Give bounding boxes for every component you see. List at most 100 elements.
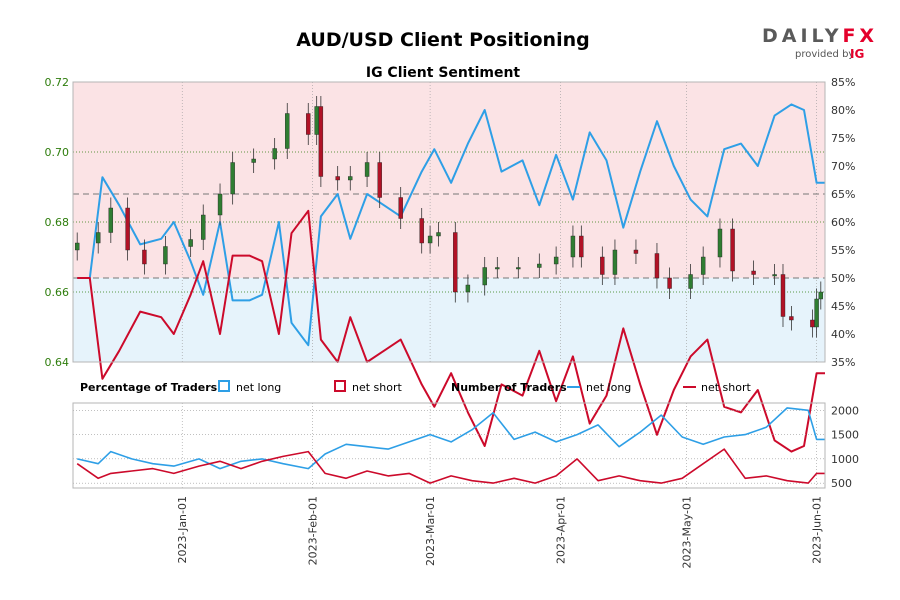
pct-line-net-short — [77, 209, 825, 453]
candle-body — [667, 277, 672, 289]
candle-body — [142, 249, 147, 265]
percentage-tick-label: 60% — [831, 216, 855, 229]
percentage-tick-label: 45% — [831, 300, 855, 313]
percentage-tick-label: 35% — [831, 356, 855, 369]
candle-body — [306, 113, 311, 135]
candle-body — [364, 162, 370, 177]
chart-title: AUD/USD Client Positioning — [296, 29, 589, 51]
candle-body — [453, 232, 458, 293]
candle-body — [188, 239, 193, 247]
count-tick-label: 1000 — [831, 453, 859, 466]
candle-body — [818, 291, 823, 300]
legend: Percentage of Traders net long net short… — [80, 380, 752, 394]
price-tick-label: 0.64 — [45, 356, 70, 369]
candle-body — [654, 253, 660, 279]
count-lines — [76, 407, 825, 484]
count-tick-label: 1500 — [831, 429, 859, 442]
candle-body — [700, 256, 706, 275]
count-line-net-long — [77, 407, 825, 470]
date-tick-label: 2023-Mar-01 — [424, 496, 437, 566]
count-axis-labels: 500 1000 1500 2000 — [831, 404, 859, 490]
candle-body — [230, 162, 235, 195]
candle-body — [318, 106, 324, 177]
candle-body — [751, 270, 756, 275]
candle-body — [465, 284, 471, 293]
candle-body — [335, 176, 340, 181]
percentage-tick-label: 40% — [831, 328, 855, 341]
candle-body — [272, 148, 277, 160]
percentage-tick-label: 55% — [831, 244, 855, 257]
candle-body — [75, 242, 80, 251]
candle-body — [537, 263, 542, 268]
candle-body — [789, 316, 794, 321]
legend-num-heading: Number of Traders — [451, 381, 567, 394]
legend-pct-short-swatch — [334, 380, 346, 392]
bottom-panel-border — [72, 402, 826, 489]
candle-body — [780, 274, 786, 317]
legend-pct-short-label: net short — [352, 381, 403, 394]
candle-body — [436, 232, 441, 237]
candle-body — [398, 197, 403, 219]
candle-body — [570, 235, 576, 258]
date-axis-labels: 2023-Jan-01 2023-Feb-01 2023-Mar-01 2023-Ap… — [176, 496, 823, 568]
candle-body — [427, 235, 433, 244]
price-tick-label: 0.66 — [45, 286, 70, 299]
legend-pct-heading: Percentage of Traders — [80, 381, 218, 394]
candle-body — [314, 106, 319, 135]
logo-provided-by: provided by — [795, 49, 854, 60]
candle-body — [96, 232, 101, 244]
date-tick-label: 2023-Jun-01 — [811, 496, 824, 564]
price-tick-label: 0.72 — [45, 76, 70, 89]
pct-line-net-long — [77, 103, 825, 347]
candle-body — [163, 246, 168, 265]
long-bias-background — [73, 278, 825, 362]
candle-body — [814, 298, 819, 328]
price-tick-label: 0.68 — [45, 216, 70, 229]
price-axis-labels: 0.64 0.66 0.68 0.70 0.72 — [45, 76, 70, 369]
candle-body — [377, 162, 382, 198]
candle-body — [717, 228, 723, 258]
candle-body — [125, 207, 130, 251]
candle-body — [495, 267, 500, 270]
count-line-net-short — [76, 448, 825, 484]
candle-body — [579, 235, 584, 258]
candle-body — [612, 249, 618, 275]
count-tick-label: 500 — [831, 477, 852, 490]
candle-body — [285, 113, 290, 149]
candle-body — [730, 228, 735, 272]
candle-body — [810, 319, 815, 328]
date-tick-label: 2023-Apr-01 — [554, 496, 567, 564]
candle-body — [251, 158, 256, 163]
date-tick-label: 2023-May-01 — [680, 496, 693, 568]
candle-body — [633, 249, 639, 254]
price-tick-label: 0.70 — [45, 146, 70, 159]
candle-body — [600, 256, 605, 275]
top-gridlines — [73, 81, 825, 363]
percentage-tick-label: 50% — [831, 272, 855, 285]
candle-body — [553, 256, 559, 265]
percentage-tick-label: 70% — [831, 160, 855, 173]
bottom-gridlines — [73, 403, 825, 488]
percentage-axis-labels: 35% 40% 45% 50% 55% 60% 65% 70% 75% 80% 85% — [831, 76, 855, 369]
percentage-tick-label: 85% — [831, 76, 855, 89]
legend-pct-long-swatch — [218, 380, 230, 392]
candle-body — [108, 207, 114, 233]
candle-body — [482, 267, 487, 286]
price-sentiment-panel: 0.64 0.66 0.68 0.70 0.72 35% 40% 45% 50% 55% 60% 6… — [45, 76, 855, 453]
legend-num-long-label: net long — [586, 381, 631, 394]
percentage-tick-label: 65% — [831, 188, 855, 201]
candle-body — [419, 218, 424, 244]
candle-body — [348, 176, 353, 181]
percentage-tick-label: 80% — [831, 104, 855, 117]
top-panel-border — [72, 81, 826, 363]
date-tick-label: 2023-Jan-01 — [176, 496, 189, 564]
price-candles — [75, 96, 823, 338]
candle-body — [201, 214, 206, 240]
legend-num-short-label: net short — [701, 381, 752, 394]
candle-body — [217, 193, 223, 216]
logo-wordmark: DAILYFX — [762, 25, 878, 47]
logo-ig: IG — [850, 47, 864, 61]
date-tick-label: 2023-Feb-01 — [306, 496, 319, 565]
